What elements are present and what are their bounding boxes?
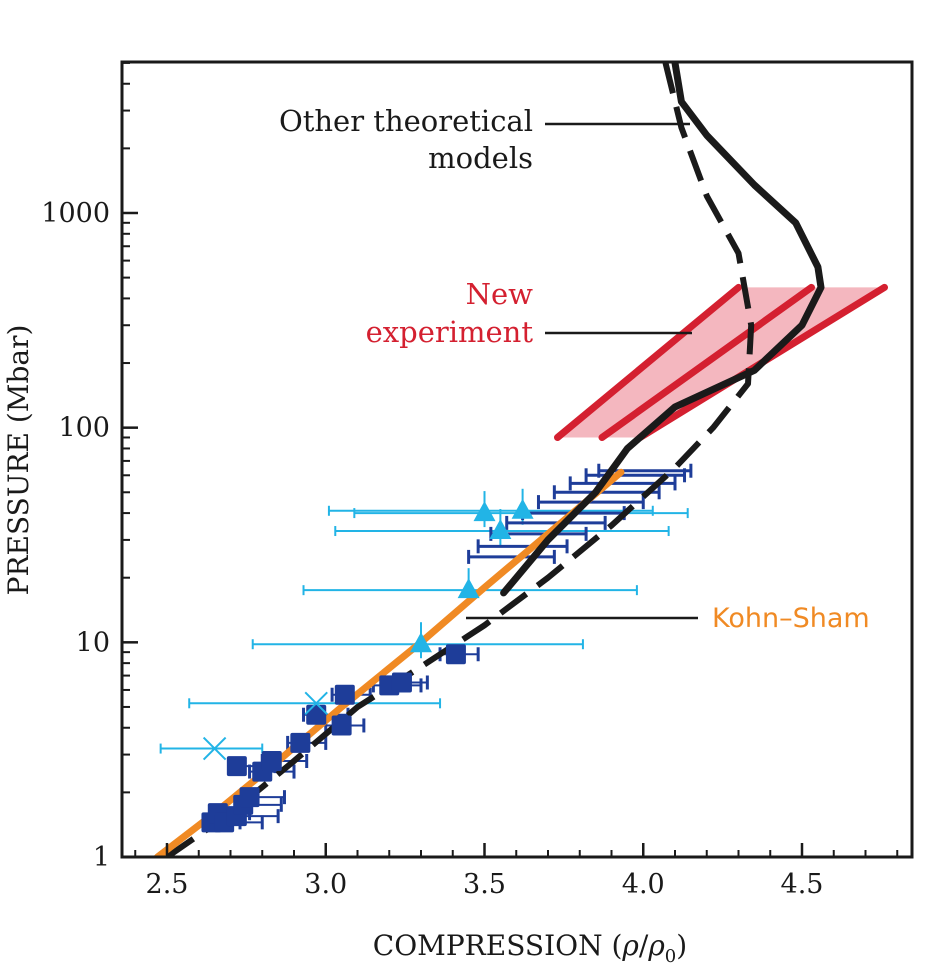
square-marker (239, 787, 260, 808)
annotation-other-models-1: Other theoretical (279, 104, 533, 138)
annotation-kohn-sham: Kohn–Sham (712, 603, 870, 634)
y-tick-label: 10 (76, 627, 110, 658)
annotation-new-experiment-2: experiment (366, 315, 534, 349)
square-marker (445, 644, 466, 665)
square-marker (226, 756, 247, 777)
square-marker (290, 732, 311, 753)
axes: 2.5 3.0 3.5 4.0 4.5 1 10 100 1000 (41, 61, 899, 900)
x-tick-label: 3.5 (463, 869, 506, 900)
plot-area (154, 62, 888, 857)
kohn-sham-line (154, 468, 625, 857)
y-axis-label: PRESSURE (Mbar) (2, 325, 35, 596)
x-tick-label: 4.5 (781, 869, 824, 900)
square-marker (261, 751, 282, 772)
x-axis-label-rho: ρ (621, 929, 639, 962)
x-tick-label: 3.0 (304, 869, 347, 900)
x-axis-label-prefix: COMPRESSION ( (373, 929, 623, 962)
x-tick-label: 2.5 (146, 869, 189, 900)
triangle-marker (473, 501, 496, 522)
plot-frame (120, 60, 914, 859)
square-marker (334, 684, 355, 705)
triangle-marker (511, 498, 534, 519)
square-marker (391, 672, 412, 693)
x-axis-label-slash: / (639, 929, 649, 962)
x-axis-label-suffix: ) (676, 929, 687, 962)
cross-marker (304, 691, 328, 716)
triangle-marker (457, 578, 480, 599)
x-tick-label: 4.0 (622, 869, 665, 900)
triangle-marker (489, 519, 512, 540)
x-axis-label: COMPRESSION (ρ/ρ0) (373, 929, 687, 967)
y-tick-label: 1000 (41, 198, 110, 229)
annotation-new-experiment-1: New (466, 277, 534, 311)
y-tick-label: 100 (58, 413, 110, 444)
square-marker (331, 715, 352, 736)
x-axis-label-rho0: ρ (647, 929, 665, 962)
theory-dashed-line (165, 62, 755, 857)
annotations: Other theoretical models New experiment … (279, 104, 870, 634)
theory-solid-line (500, 62, 825, 597)
annotation-other-models-2: models (428, 141, 533, 175)
x-axis-label-sub: 0 (665, 946, 676, 967)
experiment-line (598, 283, 815, 441)
experiment-line (554, 283, 742, 441)
square-marker (306, 704, 327, 725)
y-tick-label: 1 (93, 842, 110, 873)
triangle-marker (410, 632, 432, 653)
cross-marker (202, 736, 227, 761)
